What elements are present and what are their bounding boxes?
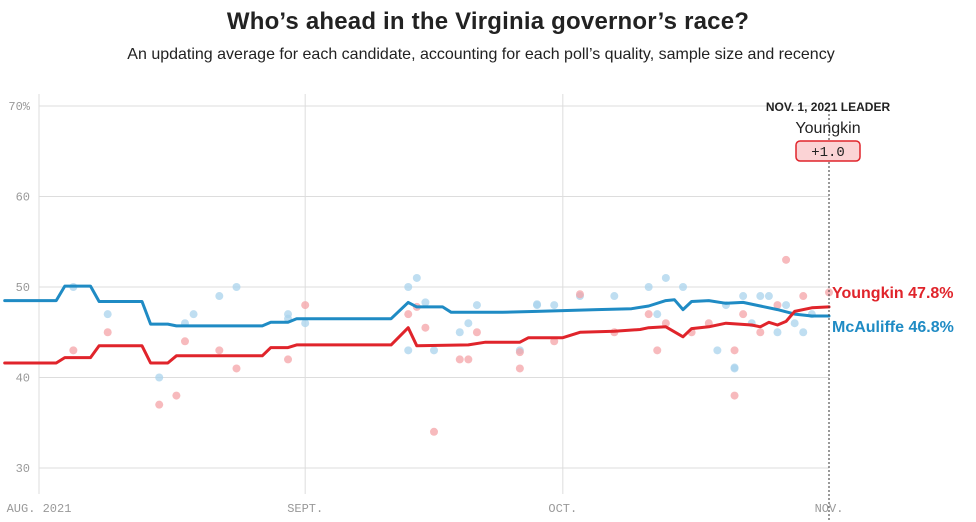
mcauliffe-poll-dot [661,273,670,282]
mcauliffe-end-label: McAuliffe 46.8% [832,319,954,336]
youngkin-poll-dot [730,391,739,400]
x-tick-label: AUG. 2021 [7,502,72,516]
mcauliffe-poll-dot [644,283,653,291]
youngkin-poll-dot [773,301,782,310]
chart-subtitle: An updating average for each candidate, … [127,46,835,63]
mcauliffe-poll-dot [103,310,112,319]
mcauliffe-poll-dot [301,319,310,328]
youngkin-poll-dot [103,328,112,337]
youngkin-poll-dot [653,346,662,355]
mcauliffe-average-line [3,284,831,328]
youngkin-poll-dot [172,391,181,400]
youngkin-poll-dot [550,337,559,346]
mcauliffe-poll-dot [782,301,791,310]
mcauliffe-poll-dot [610,292,619,301]
y-tick-label: 30 [16,462,30,476]
youngkin-poll-dot [404,310,413,319]
youngkin-end-label: Youngkin 47.8% [832,285,954,302]
youngkin-poll-dot [155,400,164,409]
youngkin-poll-dot [739,310,748,319]
mcauliffe-poll-dot [533,300,542,309]
youngkin-poll-dot [472,328,481,337]
youngkin-poll-dot [430,427,438,436]
youngkin-average-line [3,305,831,365]
mcauliffe-poll-dot [464,319,473,328]
youngkin-poll-dot [69,346,78,355]
x-tick-label: SEPT. [287,502,323,516]
mcauliffe-poll-dot [455,328,464,337]
mcauliffe-poll-dot [790,319,799,328]
gridlines: 70% 60 50 40 30 AUG. 2021 SEPT. OCT. NOV. [7,94,844,516]
average-lines [3,284,831,365]
mcauliffe-poll-dot [430,346,438,355]
y-tick-label: 40 [16,372,30,386]
mcauliffe-poll-dot [215,292,224,301]
youngkin-poll-dot [232,364,241,373]
youngkin-poll-dot [825,288,833,297]
x-tick-label: NOV. [815,502,844,516]
mcauliffe-poll-dot [404,283,413,291]
youngkin-poll-dot [644,310,653,319]
mcauliffe-poll-dot [421,298,430,307]
chart-title: Who’s ahead in the Virginia governor’s r… [226,8,750,35]
youngkin-poll-dot [421,323,430,332]
youngkin-poll-dot [515,348,524,357]
mcauliffe-poll-dot [653,310,662,319]
y-tick-label: 50 [16,281,30,295]
youngkin-poll-dot [301,301,310,310]
mcauliffe-poll-dot [730,363,739,372]
mcauliffe-poll-dot [412,273,421,282]
poll-dots [69,255,833,436]
youngkin-poll-dot [180,337,189,346]
y-tick-label: 70% [8,100,30,114]
leader-margin-value: +1.0 [811,145,845,161]
leader-date-label: NOV. 1, 2021 LEADER [766,100,891,114]
mcauliffe-poll-dot [764,292,773,301]
mcauliffe-poll-dot [472,301,481,310]
leader-callout: NOV. 1, 2021 LEADER Youngkin +1.0 [766,100,891,522]
youngkin-poll-dot [455,355,464,364]
youngkin-poll-dot [661,319,670,328]
leader-margin-badge [795,140,861,162]
youngkin-poll-dot [799,292,808,301]
mcauliffe-poll-dot [773,328,782,337]
mcauliffe-poll-dot [679,283,688,291]
leader-name: Youngkin [795,120,860,137]
youngkin-poll-dot [756,328,765,337]
youngkin-poll-dot [730,346,739,355]
youngkin-poll-dot [464,355,473,364]
mcauliffe-poll-dot [155,373,164,382]
mcauliffe-poll-dot [232,283,241,291]
youngkin-poll-dot [575,290,584,299]
mcauliffe-poll-dot [799,328,808,337]
mcauliffe-poll-dot [404,346,413,355]
y-tick-label: 60 [16,191,30,205]
mcauliffe-poll-dot [713,346,722,355]
youngkin-poll-dot [284,355,293,364]
mcauliffe-poll-dot [739,292,748,301]
mcauliffe-poll-dot [756,292,765,301]
x-tick-label: OCT. [548,502,577,516]
youngkin-poll-dot [782,255,791,264]
mcauliffe-poll-dot [189,310,198,319]
youngkin-poll-dot [215,346,224,355]
mcauliffe-poll-dot [550,301,559,310]
youngkin-poll-dot [515,364,524,373]
